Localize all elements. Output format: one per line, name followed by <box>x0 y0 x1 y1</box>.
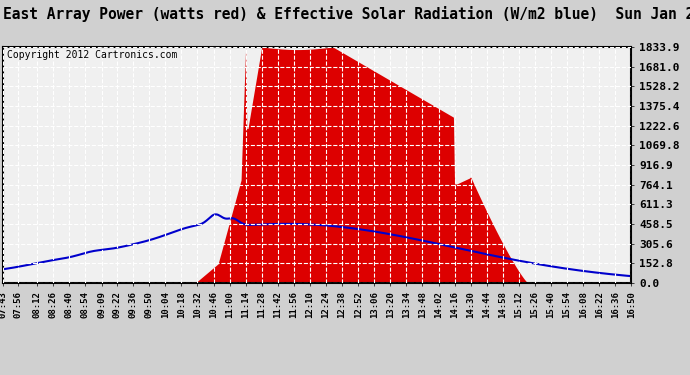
Text: East Array Power (watts red) & Effective Solar Radiation (W/m2 blue)  Sun Jan 29: East Array Power (watts red) & Effective… <box>3 6 690 22</box>
Text: Copyright 2012 Cartronics.com: Copyright 2012 Cartronics.com <box>7 50 177 60</box>
